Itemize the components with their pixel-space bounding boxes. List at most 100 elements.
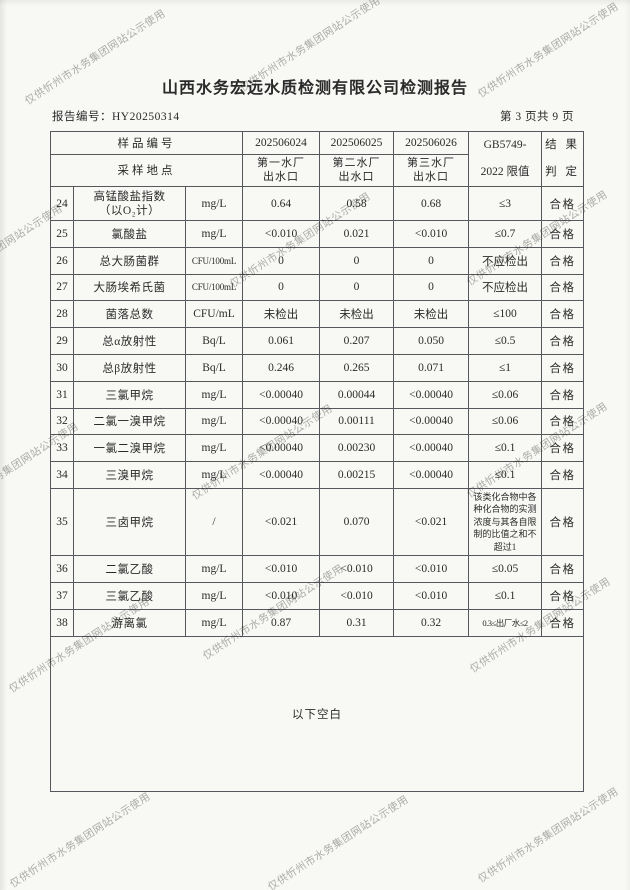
unit-cell: mg/L [184, 582, 244, 611]
row-number-cell: 35 [50, 487, 74, 557]
value-cell: <0.00040 [242, 407, 321, 436]
unit-cell: mg/L [184, 220, 244, 248]
site-line: 第二水厂 [332, 156, 381, 169]
result-cell: 合格 [541, 461, 585, 489]
value-cell: <0.010 [393, 582, 470, 611]
limit-cell: 0.3≤出厂水≤2 [468, 609, 543, 637]
limit-cell: ≤3 [468, 186, 543, 221]
limit-cell: ≤100 [468, 300, 543, 329]
value-cell: 0.64 [242, 186, 321, 221]
value-cell: <0.010 [242, 220, 321, 248]
table-row: 31 三氯甲烷 mg/L <0.00040 0.00044 <0.00040 ≤0.06 合格 [50, 380, 585, 409]
site-cell-2: 第二水厂 出水口 [319, 153, 395, 188]
sample-id-cell-2: 202506025 [319, 131, 395, 155]
table-row: 33 一氯二溴甲烷 mg/L <0.00040 0.00230 <0.00040 ≤0.1 合… [50, 434, 585, 463]
limit-cell: ≤0.05 [468, 555, 543, 584]
value-cell: <0.010 [393, 555, 470, 584]
site-line: 出水口 [413, 171, 450, 184]
value-cell: 0 [319, 246, 395, 275]
table-row: 25 氯酸盐 mg/L <0.010 0.021 <0.010 ≤0.7 合格 [50, 220, 585, 248]
unit-cell: mg/L [184, 380, 244, 409]
site-cell-3: 第三水厂 出水口 [393, 153, 470, 188]
table-row: 32 二氯一溴甲烷 mg/L <0.00040 0.00111 <0.00040 ≤0.06… [50, 407, 585, 436]
result-cell: 合格 [541, 434, 585, 463]
result-cell: 合格 [541, 582, 585, 611]
unit-cell: mg/L [184, 434, 244, 463]
value-cell: 0.021 [319, 220, 395, 248]
site-line: 出水口 [338, 171, 375, 184]
unit-cell: mg/L [184, 461, 244, 489]
limit-cell: 不应检出 [468, 246, 543, 275]
result-cell: 合格 [541, 220, 585, 248]
header-row-sample-id: 样品编号 202506024 202506025 202506026 GB574… [49, 131, 585, 187]
value-cell: 0.58 [319, 186, 395, 221]
value-cell: <0.021 [242, 487, 321, 557]
result-header-cell: 结 果 判 定 [541, 131, 585, 187]
value-cell: 0 [242, 246, 321, 275]
value-cell: 0.00215 [319, 461, 395, 489]
row-number-cell: 24 [50, 186, 74, 221]
site-line: 出水口 [263, 171, 300, 184]
result-cell: 合格 [541, 555, 585, 584]
row-number-cell: 37 [50, 582, 74, 611]
watermark-text: 仅供忻州市水务集团网站公示使用 [266, 794, 411, 890]
parameter-name-cell: 高锰酸盐指数 （以O₂计） [73, 186, 186, 221]
table-row: 30 总β放射性 Bq/L 0.246 0.265 0.071 ≤1 合格 [50, 353, 585, 382]
result-cell: 合格 [541, 407, 585, 436]
row-number-cell: 34 [50, 461, 74, 489]
value-cell: <0.010 [319, 555, 395, 584]
value-cell: 0 [393, 273, 470, 302]
value-cell: 0.246 [242, 353, 321, 382]
unit-cell: CFU/100mL [184, 246, 244, 275]
value-cell: 0.00230 [319, 434, 395, 463]
value-cell: 0.207 [319, 327, 395, 355]
parameter-name-cell: 三卤甲烷 [73, 487, 186, 557]
sampling-site-label-cell: 采样地点 [49, 153, 244, 188]
site-line: 第一水厂 [257, 156, 306, 169]
unit-cell: / [184, 487, 244, 557]
value-cell: <0.010 [393, 220, 470, 248]
value-cell: <0.00040 [393, 434, 470, 463]
result-cell: 合格 [541, 487, 585, 557]
table-row: 35 三卤甲烷 / <0.021 0.070 <0.021 该类化合物中各种化合物的实测浓度… [50, 487, 585, 557]
row-number-cell: 26 [50, 246, 74, 275]
result-cell: 合格 [541, 300, 585, 329]
table-row: 29 总α放射性 Bq/L 0.061 0.207 0.050 ≤0.5 合格 [50, 327, 585, 355]
value-cell: <0.00040 [393, 380, 470, 409]
limit-header-line1: GB5749- [483, 139, 527, 151]
parameter-name-cell: 一氯二溴甲烷 [73, 434, 186, 463]
parameter-name-cell: 三溴甲烷 [73, 461, 186, 489]
watermark-text: 仅供忻州市水务集团网站公示使用 [476, 786, 621, 886]
table-header: 样品编号 202506024 202506025 202506026 GB574… [49, 131, 585, 188]
page-title: 山西水务宏远水质检测有限公司检测报告 [161, 80, 468, 97]
result-cell: 合格 [541, 380, 585, 409]
row-number-cell: 33 [50, 434, 74, 463]
row-number-cell: 30 [50, 353, 74, 382]
table-row: 37 三氯乙酸 mg/L <0.010 <0.010 <0.010 ≤0.1 合格 [50, 582, 585, 611]
unit-cell: Bq/L [184, 353, 244, 382]
parameter-name-cell: 总β放射性 [73, 353, 186, 382]
table-row: 26 总大肠菌群 CFU/100mL 0 0 0 不应检出 合格 [50, 246, 585, 275]
limit-cell: ≤1 [468, 353, 543, 382]
value-cell: <0.00040 [242, 434, 321, 463]
limit-header-cell: GB5749- 2022 限值 [468, 131, 543, 187]
value-cell: <0.010 [242, 555, 321, 584]
result-header-line1: 结 果 [545, 139, 580, 151]
parameter-name-cell: 总大肠菌群 [73, 246, 186, 275]
row-number-cell: 36 [50, 555, 74, 584]
value-cell: <0.00040 [393, 461, 470, 489]
result-cell: 合格 [541, 609, 585, 637]
limit-cell: 该类化合物中各种化合物的实测浓度与其各自限制的比值之和不超过1 [468, 487, 543, 557]
report-number: 报告编号：HY20250314 [52, 111, 180, 123]
sample-id-cell-1: 202506024 [242, 131, 321, 155]
result-header-line2: 判 定 [545, 166, 580, 178]
row-number-cell: 27 [50, 273, 74, 302]
value-cell: 0 [242, 273, 321, 302]
unit-cell: mg/L [184, 609, 244, 637]
value-cell: 0.071 [393, 353, 470, 382]
value-cell: 0.87 [242, 609, 321, 637]
results-tbody: 24 高锰酸盐指数 （以O₂计） mg/L 0.64 0.58 0.68 ≤3 合格 25 氯酸盐 m… [49, 186, 585, 792]
limit-cell: ≤0.1 [468, 434, 543, 463]
site-line: 第三水厂 [407, 156, 456, 169]
value-cell: 0.265 [319, 353, 395, 382]
